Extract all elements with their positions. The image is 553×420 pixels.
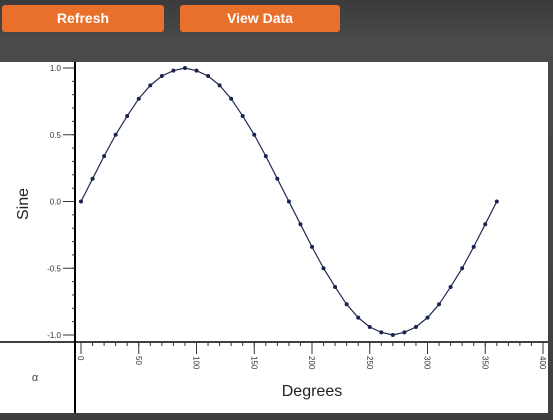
data-point — [206, 74, 211, 79]
data-point — [448, 284, 453, 289]
corner-label: α — [32, 372, 39, 384]
data-point — [471, 244, 476, 249]
data-point — [344, 302, 349, 307]
x-tick-label: 250 — [365, 356, 374, 370]
data-point — [217, 83, 222, 88]
data-point — [113, 132, 118, 137]
data-point — [171, 68, 176, 73]
data-point — [367, 324, 372, 329]
data-point — [102, 154, 107, 159]
data-point — [136, 96, 141, 101]
data-point — [286, 199, 291, 204]
data-point — [194, 68, 199, 73]
data-point — [79, 199, 83, 204]
x-tick-label: 100 — [192, 356, 201, 370]
data-point — [333, 284, 338, 289]
x-axis-label: Degrees — [282, 383, 342, 400]
refresh-button[interactable]: Refresh — [2, 5, 164, 32]
y-tick-label: 1.0 — [50, 64, 62, 73]
data-point — [494, 199, 499, 204]
x-tick-label: 0 — [76, 356, 85, 361]
data-point — [275, 176, 280, 181]
x-tick-label: 200 — [307, 356, 316, 370]
data-point — [356, 315, 361, 320]
data-point — [483, 222, 488, 227]
data-point — [159, 74, 164, 79]
x-tick-label: 50 — [134, 356, 143, 365]
data-point — [413, 324, 418, 329]
data-point — [460, 266, 465, 271]
chart-panel: 1.0 0.5 0.0 -0.5 -1.0 0 50 100 150 200 250 300 350 40… — [0, 62, 548, 413]
view-data-button[interactable]: View Data — [180, 5, 340, 32]
data-point — [252, 132, 257, 137]
data-point — [379, 330, 384, 335]
data-point — [148, 83, 153, 88]
data-point — [402, 330, 407, 335]
data-point — [425, 315, 430, 320]
data-point — [240, 114, 245, 119]
y-tick-label: 0.0 — [50, 198, 62, 207]
x-tick-label: 400 — [538, 356, 547, 370]
data-point — [182, 66, 187, 70]
data-point — [390, 333, 395, 337]
x-tick-label: 300 — [423, 356, 432, 370]
data-point — [229, 96, 234, 101]
y-tick-label: -1.0 — [47, 331, 61, 340]
data-point — [437, 302, 442, 307]
data-point — [125, 114, 130, 119]
sine-chart: 1.0 0.5 0.0 -0.5 -1.0 0 50 100 150 200 250 300 350 40… — [0, 62, 548, 413]
data-point — [90, 176, 95, 181]
y-tick-label: 0.5 — [50, 131, 62, 140]
x-tick-label: 350 — [480, 356, 489, 370]
y-axis-label: Sine — [15, 188, 32, 220]
data-point — [321, 266, 326, 271]
y-tick-label: -0.5 — [47, 264, 61, 273]
data-point — [298, 222, 303, 227]
data-point — [310, 244, 314, 249]
data-point — [263, 154, 268, 159]
x-tick-label: 150 — [249, 356, 258, 370]
